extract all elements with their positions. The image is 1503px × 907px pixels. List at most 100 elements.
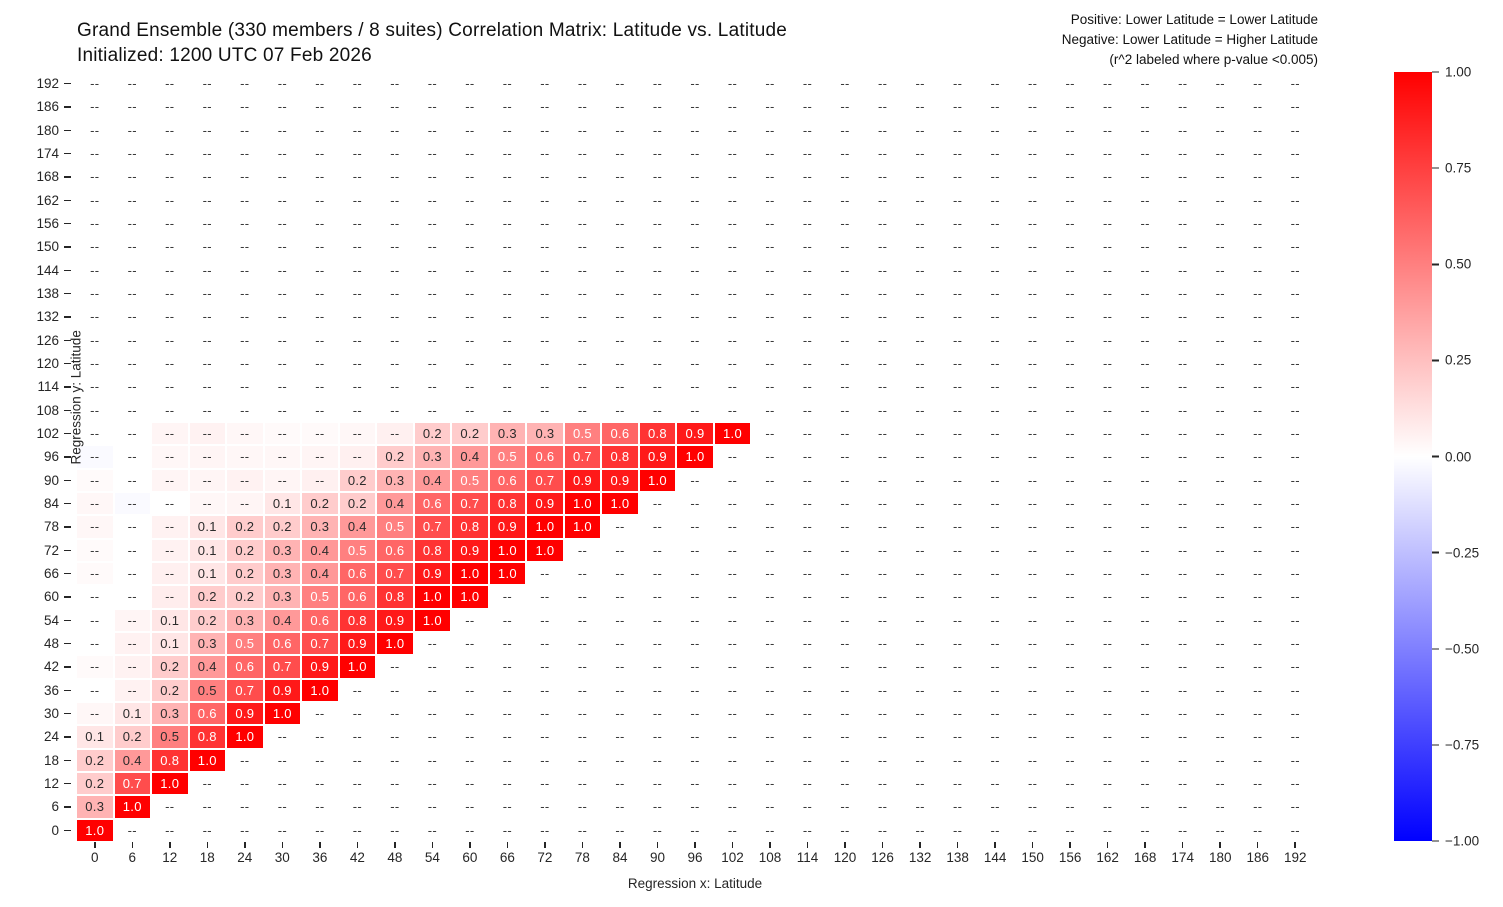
heatmap-cell: 1.0 <box>188 748 227 772</box>
heatmap-cell: -- <box>451 352 489 376</box>
heatmap-cell: -- <box>638 328 677 352</box>
heatmap-cell: -- <box>751 165 789 189</box>
heatmap-cell: -- <box>1013 375 1052 399</box>
x-tick-mark <box>169 842 171 848</box>
heatmap-cell: -- <box>488 352 527 376</box>
heatmap-cell: -- <box>1163 422 1202 446</box>
heatmap-cell: -- <box>188 375 227 399</box>
heatmap-cell: -- <box>826 608 864 632</box>
x-tick-label: 30 <box>274 850 290 865</box>
x-tick-mark <box>431 842 434 848</box>
heatmap-cell: -- <box>938 95 977 119</box>
heatmap-cell: -- <box>526 585 564 609</box>
heatmap-cell: -- <box>563 188 602 212</box>
heatmap-cell: 0.2 <box>226 538 264 562</box>
y-tick-label: 180 <box>36 122 59 138</box>
heatmap-cell: 0.3 <box>526 422 564 446</box>
heatmap-cell: -- <box>676 772 714 796</box>
heatmap-cell: -- <box>826 328 864 352</box>
heatmap-cell: -- <box>826 352 864 376</box>
heatmap-cell: -- <box>788 818 827 842</box>
heatmap-cell: -- <box>488 632 527 656</box>
heatmap-cell: -- <box>1088 282 1127 306</box>
heatmap-cell: -- <box>751 818 789 842</box>
heatmap-cell: -- <box>601 515 639 539</box>
x-tick-mark <box>619 842 621 848</box>
heatmap-cell: -- <box>526 375 564 399</box>
heatmap-cell: -- <box>826 748 864 772</box>
x-tick-mark <box>1144 842 1146 848</box>
heatmap-cell: -- <box>638 188 677 212</box>
heatmap-cell: -- <box>376 118 414 142</box>
heatmap-cell: -- <box>713 608 752 632</box>
y-tick-mark <box>64 129 71 132</box>
heatmap-cell: -- <box>151 328 189 352</box>
heatmap-cell: -- <box>863 95 902 119</box>
heatmap-cell: -- <box>301 165 339 189</box>
colorbar-tick-mark <box>1432 840 1439 842</box>
heatmap-cell: -- <box>901 772 939 796</box>
x-tick-mark <box>281 842 284 848</box>
heatmap-cell: -- <box>601 352 639 376</box>
heatmap-cell: 0.2 <box>451 422 489 446</box>
heatmap-cell: -- <box>188 468 227 492</box>
heatmap-cell: 1.0 <box>451 562 489 586</box>
x-tick-label: 42 <box>349 850 365 865</box>
heatmap-cell: -- <box>826 375 864 399</box>
heatmap-cell: -- <box>976 142 1014 166</box>
y-tick-mark <box>64 292 71 295</box>
heatmap-cell: 0.5 <box>488 445 527 469</box>
heatmap-cell: -- <box>563 772 602 796</box>
heatmap-cell: -- <box>263 445 302 469</box>
heatmap-cell: -- <box>376 422 414 446</box>
heatmap-cell: -- <box>1126 352 1164 376</box>
y-tick-mark <box>64 689 71 692</box>
heatmap-cell: -- <box>638 235 677 259</box>
heatmap-cell: -- <box>451 118 489 142</box>
heatmap-cell: -- <box>1126 95 1164 119</box>
heatmap-cell: 0.9 <box>526 492 564 516</box>
heatmap-cell: -- <box>1238 188 1277 212</box>
heatmap-cell: -- <box>751 492 789 516</box>
heatmap-cell: -- <box>301 772 339 796</box>
heatmap-cell: -- <box>826 118 864 142</box>
heatmap-cell: -- <box>1163 188 1202 212</box>
heatmap-cell: -- <box>826 165 864 189</box>
heatmap-cell: -- <box>151 398 189 422</box>
heatmap-cell: -- <box>901 305 939 329</box>
heatmap-cell: -- <box>451 95 489 119</box>
heatmap-cell: -- <box>901 188 939 212</box>
heatmap-cell: -- <box>788 748 827 772</box>
heatmap-cell: -- <box>826 538 864 562</box>
heatmap-cell: -- <box>1013 468 1052 492</box>
heatmap-cell: -- <box>188 118 227 142</box>
heatmap-cell: -- <box>713 772 752 796</box>
y-tick: 0 <box>0 819 74 842</box>
heatmap-cell: -- <box>1163 632 1202 656</box>
heatmap-cell: -- <box>301 212 339 236</box>
x-tick-label: 66 <box>499 850 515 865</box>
heatmap-cell: -- <box>1051 445 1089 469</box>
heatmap-cell: -- <box>526 702 564 726</box>
heatmap-cell: -- <box>188 398 227 422</box>
heatmap-cell: -- <box>188 258 227 282</box>
heatmap-cell: -- <box>1088 818 1127 842</box>
y-tick-mark <box>64 782 71 785</box>
x-tick-mark <box>1031 842 1034 848</box>
heatmap-cell: -- <box>938 258 977 282</box>
heatmap-cell: -- <box>113 468 152 492</box>
x-tick-mark <box>769 842 771 848</box>
heatmap-cell: -- <box>901 95 939 119</box>
heatmap-cell: -- <box>1051 818 1089 842</box>
heatmap-cell: -- <box>1013 328 1052 352</box>
heatmap-cell: -- <box>526 282 564 306</box>
heatmap-cell: -- <box>938 188 977 212</box>
heatmap-cell: -- <box>976 725 1014 749</box>
heatmap-cell: -- <box>301 748 339 772</box>
heatmap-cell: -- <box>1051 655 1089 679</box>
y-tick: 162 <box>0 189 74 212</box>
heatmap-cell: -- <box>113 282 152 306</box>
annotation-positive: Positive: Lower Latitude = Lower Latitud… <box>1070 12 1318 27</box>
heatmap-cell: -- <box>1276 678 1314 702</box>
heatmap-cell: -- <box>1126 305 1164 329</box>
